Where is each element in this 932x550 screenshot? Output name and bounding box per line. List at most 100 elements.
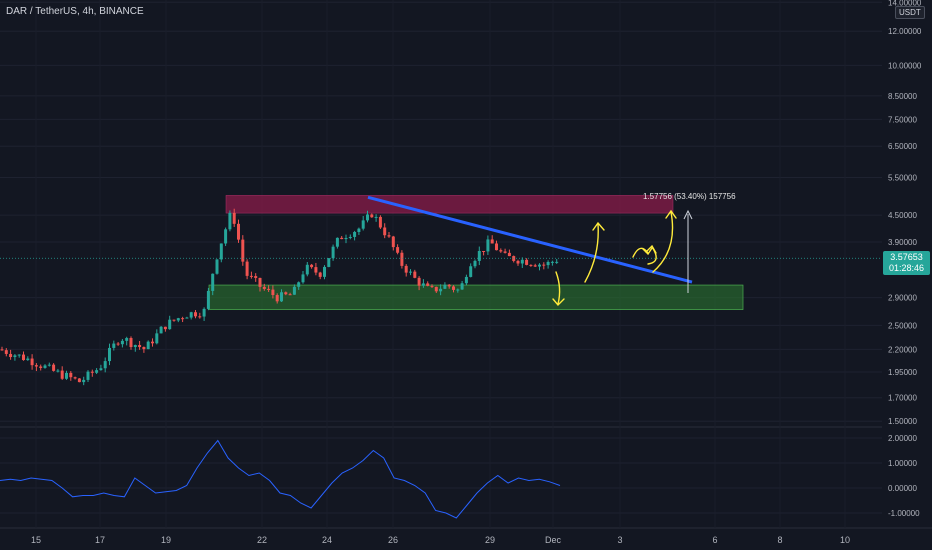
- candle-body: [56, 370, 60, 372]
- candle-body: [267, 288, 271, 290]
- candle-body: [473, 260, 477, 267]
- candle-body: [288, 294, 292, 296]
- candle-body: [520, 259, 524, 264]
- candle-body: [245, 261, 249, 276]
- candle-body: [142, 347, 146, 350]
- chart-drawings: [0, 195, 882, 307]
- candle-body: [219, 243, 223, 260]
- candle-body: [292, 286, 296, 295]
- candle-body: [421, 283, 425, 286]
- annotation-arrow: [645, 244, 657, 254]
- candle-body: [482, 250, 486, 252]
- candle-body: [198, 316, 202, 318]
- candle-body: [17, 354, 21, 356]
- candle-body: [69, 372, 73, 378]
- symbol-title[interactable]: DAR / TetherUS, 4h, BINANCE: [6, 6, 144, 17]
- price-axis[interactable]: 14.00000 12.00000 10.00000 8.50000 7.50000 6.…: [888, 0, 922, 518]
- candle-body: [409, 271, 412, 273]
- candle-body: [95, 370, 99, 373]
- candle-body: [194, 312, 197, 317]
- candle-body: [327, 258, 331, 267]
- candle-body: [443, 284, 447, 289]
- time-tick-label: 3: [617, 535, 622, 545]
- price-tick-label: 7.50000: [888, 115, 917, 124]
- candle-body: [228, 212, 232, 230]
- candle-body: [155, 333, 159, 344]
- price-tick-label: 2.90000: [888, 294, 917, 303]
- current-price-badge: 3.57653 01:28:46: [883, 251, 930, 275]
- candle-body: [301, 274, 305, 283]
- measure-label: 1.57756 (53.40%) 157756: [643, 192, 736, 201]
- price-tick-label: 8.50000: [888, 92, 917, 101]
- candle-body: [43, 365, 47, 368]
- candle-body: [452, 286, 455, 290]
- time-tick-label: 6: [712, 535, 717, 545]
- time-tick-label: 19: [161, 535, 171, 545]
- candle-body: [460, 283, 464, 290]
- candle-body: [254, 276, 258, 278]
- candle-body: [430, 285, 434, 287]
- candle-body: [77, 378, 81, 383]
- candle-body: [280, 292, 283, 302]
- annotation-arrow: [584, 223, 599, 283]
- indicator-tick-label: 0.00000: [888, 484, 917, 493]
- candle-body: [383, 227, 387, 236]
- candle-body: [52, 364, 56, 371]
- candle-body: [391, 236, 395, 248]
- candle-body: [538, 264, 541, 267]
- annotation-arrow: [592, 221, 605, 231]
- indicator-line: [0, 439, 561, 519]
- candle-body: [47, 364, 51, 366]
- candle-body: [129, 338, 133, 348]
- candle-body: [366, 214, 369, 221]
- candle-body: [323, 266, 326, 277]
- support-zone: [208, 284, 744, 310]
- candle-body: [542, 264, 546, 266]
- candle-body: [404, 265, 408, 273]
- candle-body: [22, 354, 25, 361]
- candle-body: [172, 319, 176, 321]
- indicator-tick-label: -1.00000: [888, 509, 920, 518]
- candle-body: [26, 358, 30, 361]
- candle-body: [86, 371, 90, 380]
- candle-body: [507, 252, 511, 257]
- price-tick-label: 1.95000: [888, 368, 917, 377]
- candle-body: [185, 317, 189, 319]
- candle-body: [176, 318, 180, 321]
- candle-body: [486, 239, 490, 252]
- axis-background: [882, 0, 932, 550]
- price-tick-label: 14.00000: [888, 0, 922, 7]
- time-tick-label: 26: [388, 535, 398, 545]
- candle-body: [275, 295, 279, 302]
- price-tick-label: 2.20000: [888, 345, 917, 354]
- candle-body: [340, 237, 344, 240]
- candle-body: [206, 290, 210, 309]
- bar-countdown: 01:28:46: [888, 263, 925, 273]
- candle-body: [426, 283, 430, 286]
- price-tick-label: 3.90000: [888, 238, 917, 247]
- candle-body: [310, 264, 314, 268]
- annotation-arrow: [555, 271, 561, 305]
- measure-arrowhead: [683, 209, 693, 220]
- annotation-arrow: [642, 247, 653, 256]
- candle-body: [133, 345, 137, 348]
- price-tick-label: 4.50000: [888, 211, 917, 220]
- candle-body: [9, 353, 13, 358]
- indicator-tick-label: 2.00000: [888, 434, 917, 443]
- candle-body: [30, 358, 34, 366]
- candle-body: [232, 212, 236, 224]
- indicator-pane: [0, 439, 561, 519]
- annotation-arrow: [652, 211, 674, 273]
- candle-body: [249, 275, 253, 277]
- currency-badge[interactable]: USDT: [895, 6, 925, 19]
- candle-body: [434, 286, 438, 292]
- time-tick-label: 24: [322, 535, 332, 545]
- time-axis[interactable]: 15 17 19 22 24 26 29 Dec 3 6 8 10: [31, 535, 850, 545]
- candle-body: [495, 243, 498, 251]
- candle-body: [297, 282, 301, 287]
- candle-body: [241, 239, 245, 262]
- candle-body: [39, 366, 43, 368]
- descending-trendline: [367, 195, 693, 284]
- price-tick-label: 2.50000: [888, 321, 917, 330]
